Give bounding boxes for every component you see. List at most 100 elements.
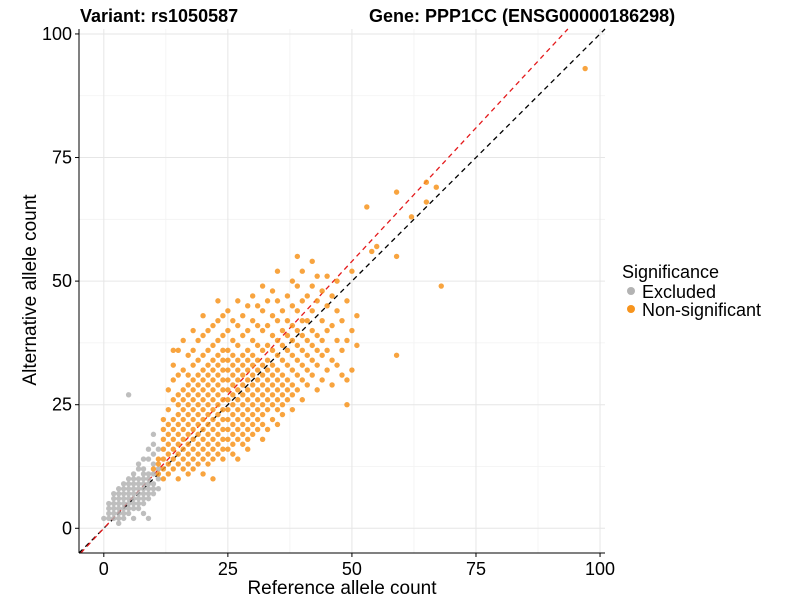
data-point (225, 347, 231, 354)
data-point (349, 268, 355, 274)
data-point (205, 401, 211, 408)
data-point (254, 322, 261, 329)
data-point (185, 372, 191, 378)
data-point (145, 456, 152, 462)
data-point (111, 505, 117, 512)
data-point (106, 510, 112, 517)
data-point (195, 392, 201, 398)
data-point (249, 431, 256, 438)
data-point (190, 406, 196, 413)
chart-title-variant: Variant: rs1050587 (80, 6, 238, 26)
data-point (329, 382, 335, 388)
data-point (130, 476, 137, 482)
data-point (145, 476, 152, 482)
data-point (240, 411, 246, 418)
data-point (294, 357, 301, 363)
data-point (125, 505, 132, 512)
data-point (220, 426, 226, 433)
data-point (264, 342, 271, 349)
data-point (140, 466, 147, 472)
data-point (106, 505, 112, 512)
data-point (254, 303, 261, 309)
data-point (115, 486, 122, 492)
data-point (230, 352, 236, 358)
y-tick-label: 75 (52, 148, 72, 168)
data-point (269, 347, 276, 354)
data-point (205, 441, 211, 447)
data-point (215, 352, 221, 358)
data-point (140, 510, 147, 517)
data-point (140, 471, 147, 477)
data-point (225, 367, 231, 373)
data-point (145, 515, 152, 522)
data-point (259, 382, 266, 388)
data-point (160, 456, 167, 462)
data-point (210, 416, 216, 423)
data-point (150, 451, 157, 457)
data-point (319, 377, 325, 383)
data-point (215, 317, 221, 324)
data-point (309, 357, 315, 363)
data-point (230, 337, 236, 344)
data-point (314, 273, 320, 279)
data-point (190, 387, 196, 393)
data-point (150, 441, 157, 447)
legend: Significance Excluded Non-significant (622, 262, 761, 320)
data-point (329, 357, 335, 363)
reference-lines (78, 28, 606, 554)
data-point (175, 421, 181, 428)
data-point (240, 313, 246, 319)
chart-title-gene: Gene: PPP1CC (ENSG00000186298) (369, 6, 675, 26)
data-point (249, 293, 256, 299)
x-tick-label: 0 (99, 559, 109, 579)
data-point (200, 426, 206, 433)
data-point (150, 490, 157, 497)
data-point (245, 416, 251, 423)
data-point (245, 436, 251, 443)
data-point (195, 421, 201, 428)
data-point (299, 298, 306, 304)
data-point (279, 411, 286, 418)
data-point (289, 367, 296, 373)
data-point (215, 372, 221, 378)
data-point (120, 486, 127, 492)
data-point (309, 342, 315, 349)
data-point (249, 392, 256, 398)
data-point (215, 298, 221, 304)
data-point (264, 367, 271, 373)
data-point (264, 377, 271, 383)
data-point (210, 322, 216, 329)
data-point (299, 362, 306, 368)
data-point (175, 451, 181, 457)
data-point (339, 317, 345, 324)
data-point (299, 332, 306, 339)
data-point (324, 273, 330, 279)
data-point (289, 337, 296, 344)
data-point (190, 347, 196, 354)
legend-key-non-significant (627, 305, 635, 313)
data-point (190, 446, 196, 452)
data-point (344, 377, 350, 383)
x-tick-label: 75 (466, 559, 486, 579)
data-point (274, 268, 281, 274)
data-point (165, 387, 172, 393)
data-point (259, 327, 266, 334)
data-point (111, 495, 117, 502)
data-point (215, 392, 221, 398)
data-point (259, 347, 266, 354)
data-point (254, 377, 261, 383)
data-point (165, 431, 172, 438)
data-point (249, 352, 256, 358)
data-point (259, 283, 266, 289)
data-point (135, 495, 142, 502)
data-point (289, 352, 296, 358)
data-point (240, 392, 246, 398)
data-point (125, 510, 132, 517)
data-point (284, 377, 291, 383)
data-point (215, 411, 221, 418)
data-point (205, 461, 211, 467)
data-point (299, 377, 306, 383)
data-point (240, 372, 246, 378)
data-point (274, 406, 281, 413)
